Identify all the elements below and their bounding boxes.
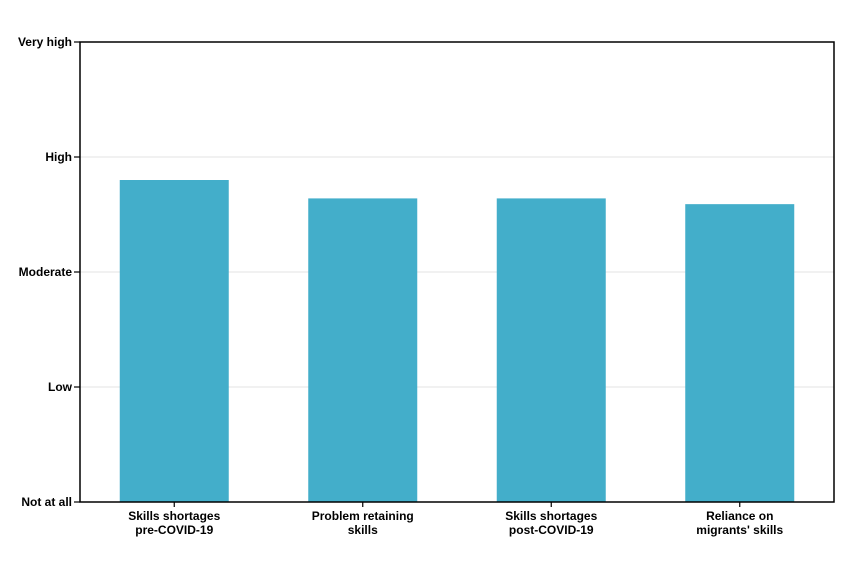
x-tick-label-line: Problem retaining: [312, 509, 414, 523]
x-tick-label: Reliance on migrants' skills: [696, 509, 783, 537]
bars: [119, 180, 795, 502]
bar: [308, 198, 418, 502]
x-tick-label-line: Reliance on: [706, 509, 773, 523]
bar: [496, 198, 606, 502]
x-tick-label-line: Skills shortages: [505, 509, 597, 523]
x-tick-label-line: pre-COVID-19: [135, 523, 213, 537]
x-tick-label-line: migrants' skills: [696, 523, 783, 537]
y-tick-label: High: [45, 150, 72, 164]
bar: [119, 180, 229, 502]
x-tick-label-line: Skills shortages: [128, 509, 220, 523]
x-tick-label-line: post-COVID-19: [509, 523, 594, 537]
x-tick-label: Skills shortages post-COVID-19: [505, 509, 597, 537]
y-tick-label: Moderate: [19, 265, 73, 279]
y-tick-label: Low: [48, 380, 73, 394]
y-tick-label: Not at all: [21, 495, 72, 509]
x-tick-label: Problem retaining skills: [312, 509, 414, 537]
bar: [685, 204, 795, 502]
y-tick-label: Very high: [18, 35, 72, 49]
x-tick-label-line: skills: [348, 523, 378, 537]
y-axis-ticks: Not at all Low Moderate High Very high: [18, 35, 80, 509]
x-tick-label: Skills shortages pre-COVID-19: [128, 509, 220, 537]
